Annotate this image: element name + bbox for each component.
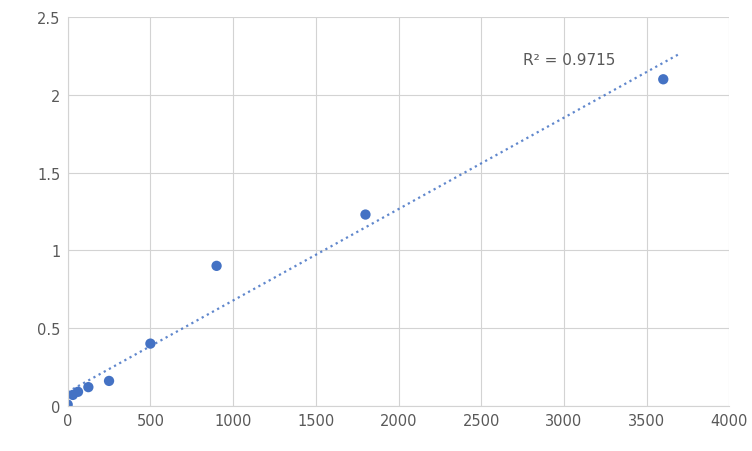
- Point: [67, 391, 79, 399]
- Point: [211, 262, 223, 270]
- Point: [82, 384, 94, 391]
- Point: [144, 340, 156, 347]
- Point: [657, 77, 669, 84]
- Point: [103, 377, 115, 385]
- Text: R² = 0.9715: R² = 0.9715: [523, 53, 615, 68]
- Point: [359, 212, 371, 219]
- Point: [72, 388, 84, 396]
- Point: [62, 401, 74, 408]
